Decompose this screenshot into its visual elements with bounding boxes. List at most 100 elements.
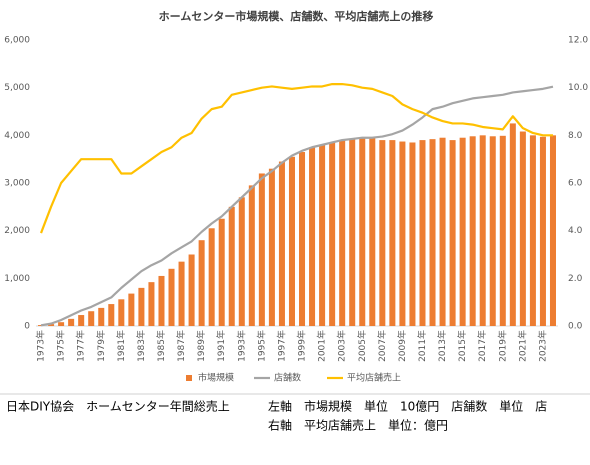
- x-tick-label: 1993年: [235, 330, 247, 362]
- bar: [128, 293, 135, 326]
- bar: [148, 282, 155, 326]
- x-tick-label: 1995年: [255, 330, 267, 362]
- x-tick-label: 1973年: [35, 330, 47, 362]
- y-tick-label: 0: [24, 322, 30, 332]
- bar: [429, 139, 436, 326]
- bar: [228, 206, 235, 326]
- bar: [379, 140, 386, 326]
- x-tick-label: 1987年: [175, 330, 187, 362]
- bar: [369, 137, 376, 326]
- bar: [208, 228, 215, 326]
- bar: [299, 152, 306, 326]
- y2-tick-label: 8.0: [568, 131, 583, 141]
- bar: [479, 135, 486, 326]
- bar: [188, 254, 195, 326]
- legend-label: 店舗数: [274, 372, 301, 384]
- bar: [509, 123, 516, 327]
- bar: [319, 144, 326, 326]
- y2-tick-label: 6.0: [568, 179, 583, 189]
- bar: [48, 324, 55, 326]
- legend-label: 市場規模: [198, 372, 234, 384]
- y-tick-label: 3,000: [4, 179, 30, 189]
- x-tick-label: 2011年: [416, 330, 428, 362]
- bar: [198, 240, 205, 326]
- bar: [409, 142, 416, 326]
- bar: [288, 156, 295, 326]
- y2-tick-label: 0.0: [568, 322, 583, 332]
- note: 左軸 市場規模 単位 10億円 店舗数 単位 店: [268, 399, 547, 414]
- x-tick-label: 2013年: [436, 330, 448, 362]
- bar: [439, 137, 446, 326]
- x-tick-label: 1975年: [55, 330, 67, 362]
- bar: [499, 135, 506, 326]
- x-tick-label: 2019年: [496, 330, 508, 362]
- x-tick-label: 1989年: [195, 330, 207, 362]
- bar: [359, 137, 366, 326]
- line: [40, 85, 554, 327]
- bar: [68, 318, 75, 326]
- bar: [419, 140, 426, 326]
- y-tick-label: 2,000: [4, 226, 30, 236]
- x-tick-label: 1985年: [155, 330, 167, 362]
- y2-tick-label: 2.0: [568, 274, 583, 284]
- note: 日本DIY協会 ホームセンター年間総売上: [6, 399, 230, 414]
- bar: [158, 275, 165, 326]
- x-tick-label: 2009年: [396, 330, 408, 362]
- bar: [168, 268, 175, 326]
- bar: [539, 136, 546, 326]
- y-tick-label: 6,000: [4, 36, 30, 46]
- bar: [108, 304, 115, 326]
- x-tick-label: 1991年: [215, 330, 227, 362]
- x-tick-label: 1997年: [275, 330, 287, 362]
- bar: [278, 161, 285, 326]
- x-tick-label: 2001年: [316, 330, 328, 362]
- y-tick-label: 5,000: [4, 83, 30, 93]
- bar: [459, 137, 466, 326]
- x-tick-label: 2007年: [376, 330, 388, 362]
- legend-label: 平均店舗売上: [347, 372, 401, 384]
- bar: [268, 168, 275, 326]
- x-tick-label: 2015年: [456, 330, 468, 362]
- bar: [489, 136, 496, 326]
- bar: [178, 261, 185, 326]
- bar: [138, 287, 145, 326]
- bar: [309, 147, 316, 326]
- bar: [88, 311, 95, 326]
- y2-tick-label: 10.0: [568, 83, 588, 93]
- chart-title: ホームセンター市場規模、店舗数、平均店舗売上の推移: [159, 9, 434, 23]
- bar: [258, 173, 265, 326]
- bar: [248, 185, 255, 326]
- x-tick-label: 1977年: [75, 330, 87, 362]
- bar: [38, 325, 45, 326]
- bar: [449, 140, 456, 326]
- bar: [118, 299, 125, 326]
- bar: [238, 197, 245, 326]
- x-tick-label: 1983年: [135, 330, 147, 362]
- y2-tick-label: 12.0: [568, 36, 588, 46]
- bar: [519, 131, 526, 326]
- bar: [549, 135, 556, 326]
- bar: [469, 136, 476, 326]
- bar: [218, 218, 225, 326]
- note: 右軸 平均店舗売上 単位：億円: [268, 418, 448, 433]
- x-tick-label: 1981年: [115, 330, 127, 362]
- x-tick-label: 1999年: [296, 330, 308, 362]
- bar: [98, 307, 105, 326]
- bar: [339, 140, 346, 326]
- y-tick-label: 1,000: [4, 274, 30, 284]
- x-tick-label: 2023年: [536, 330, 548, 362]
- bar: [399, 141, 406, 326]
- legend-swatch: [186, 375, 192, 381]
- x-tick-label: 2003年: [336, 330, 348, 362]
- x-tick-label: 2005年: [356, 330, 368, 362]
- bar: [78, 315, 85, 326]
- y2-tick-label: 4.0: [568, 226, 583, 236]
- x-tick-label: 2017年: [476, 330, 488, 362]
- bar: [529, 135, 536, 326]
- x-tick-label: 2021年: [516, 330, 528, 362]
- bar: [349, 138, 356, 326]
- bar: [329, 142, 336, 326]
- bar: [389, 140, 396, 326]
- bar: [58, 322, 65, 326]
